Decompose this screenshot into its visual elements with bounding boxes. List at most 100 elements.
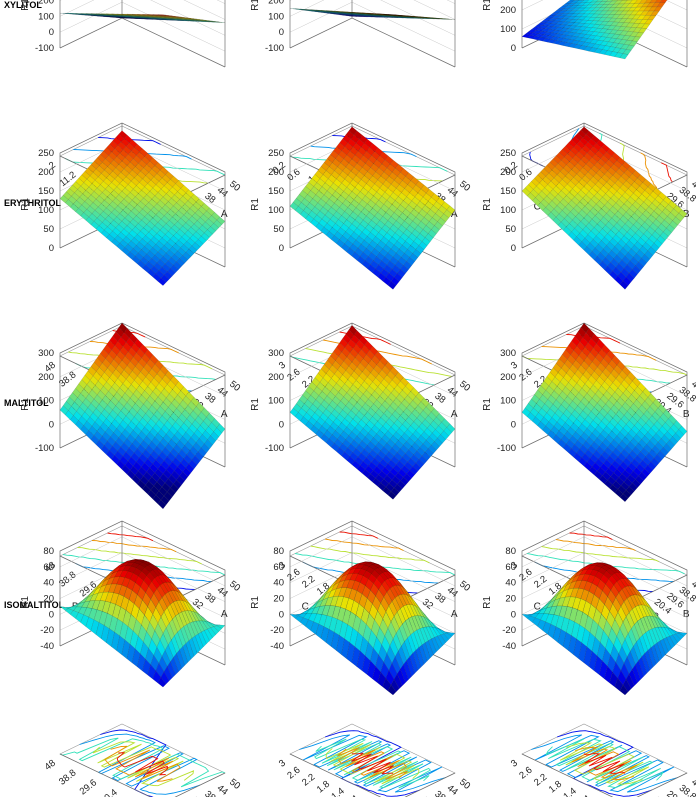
z-tick-label: 100	[500, 205, 516, 216]
z-axis-label: R1	[20, 0, 31, 11]
x-tick-label: 1.4	[562, 786, 579, 797]
z-tick-label: 200	[38, 167, 54, 178]
response-surface	[521, 126, 688, 290]
z-tick-label: 80	[505, 546, 516, 557]
z-tick-label: 150	[500, 186, 516, 197]
y-axis-label: A	[221, 409, 228, 420]
z-tick-label: 0	[511, 243, 516, 254]
contour-line	[556, 539, 636, 551]
x-tick-label: 20.4	[98, 787, 119, 797]
contour-line	[77, 547, 202, 565]
contour-line	[299, 734, 446, 793]
y-axis-label: A	[451, 409, 458, 420]
z-axis-label: R1	[482, 398, 493, 411]
contour-line	[545, 738, 664, 789]
response-surface	[289, 561, 456, 696]
z-tick-label: -40	[270, 641, 284, 652]
z-tick-label: -100	[497, 443, 516, 454]
row-title: ISOMALTITOL	[4, 600, 65, 610]
z-axis-label: R1	[250, 596, 261, 609]
z-axis-label: R1	[250, 398, 261, 411]
y-tick-label: 44	[215, 783, 230, 797]
response-surface	[289, 325, 456, 500]
surface-panel-12: -40-2002040608032.62.21.81.410.60.2211.2…	[482, 520, 696, 797]
z-tick-label: 20	[273, 594, 284, 605]
response-surface	[521, 322, 688, 503]
z-axis-label: R1	[250, 198, 261, 211]
z-tick-label: 0	[279, 609, 284, 620]
y-tick-label: 32	[420, 795, 435, 797]
y-tick-label: 32	[190, 795, 205, 797]
z-tick-label: 100	[38, 205, 54, 216]
x-tick-label: 2	[47, 160, 58, 172]
z-tick-label: -100	[265, 443, 284, 454]
z-tick-label: 250	[268, 148, 284, 159]
contour-line	[339, 531, 379, 539]
z-tick-label: 50	[505, 224, 516, 235]
surface-panel-5: 05010015020025032.62.21.81.410.60.220263…	[250, 122, 472, 426]
contour-line	[583, 753, 626, 774]
row-title: XYLITOL	[4, 0, 42, 10]
z-tick-label: 0	[511, 609, 516, 620]
z-tick-label: 200	[500, 372, 516, 383]
z-tick-label: -20	[502, 625, 516, 636]
z-tick-label: 300	[500, 348, 516, 359]
y-axis-label: B	[683, 409, 690, 420]
z-tick-label: 200	[268, 372, 284, 383]
z-tick-label: 100	[268, 396, 284, 407]
z-tick-label: 60	[43, 562, 54, 573]
y-tick-label: 38	[432, 789, 447, 797]
y-tick-label: 48	[689, 777, 696, 792]
contour-line	[116, 752, 169, 776]
z-tick-label: 0	[279, 243, 284, 254]
z-tick-label: 300	[268, 348, 284, 359]
z-tick-label: 200	[500, 5, 516, 16]
z-tick-label: 100	[38, 11, 54, 22]
contour-line	[107, 532, 154, 542]
z-tick-label: 150	[268, 186, 284, 197]
z-tick-label: -100	[35, 443, 54, 454]
contour-line	[541, 546, 659, 562]
y-axis-label: A	[221, 609, 228, 620]
z-tick-label: 0	[511, 43, 516, 54]
contour-line	[531, 734, 678, 793]
x-tick-label: 1	[350, 793, 361, 797]
z-tick-label: 0	[49, 419, 54, 430]
y-axis-label: A	[451, 209, 458, 220]
z-axis-label: R1	[482, 198, 493, 211]
z-axis-label: R1	[20, 596, 31, 609]
contour-line	[325, 742, 420, 785]
z-axis-label: R1	[482, 596, 493, 609]
contour-line	[571, 747, 638, 780]
contour-line	[559, 742, 650, 785]
x-tick-label: 3	[509, 360, 520, 372]
contour-line	[79, 733, 201, 795]
x-tick-label: 38.8	[57, 767, 78, 787]
x-axis-label: C	[534, 202, 541, 213]
y-axis-label: B	[683, 609, 690, 620]
row-title: ERYTHRITOL	[4, 198, 62, 208]
z-tick-label: 20	[505, 594, 516, 605]
z-tick-label: 60	[505, 562, 516, 573]
contour-line	[661, 162, 673, 183]
z-tick-label: 200	[38, 0, 54, 7]
y-axis-label: A	[221, 209, 228, 220]
z-axis-label: R1	[482, 0, 493, 11]
z-tick-label: 100	[268, 205, 284, 216]
y-tick-label: 38	[202, 789, 217, 797]
x-tick-label: 3	[509, 758, 520, 770]
y-tick-label: 48	[689, 579, 696, 594]
z-tick-label: 0	[279, 27, 284, 38]
response-surface	[289, 8, 456, 20]
z-tick-label: 40	[43, 578, 54, 589]
z-tick-label: 80	[43, 546, 54, 557]
contour-line	[91, 540, 177, 553]
z-tick-label: 50	[43, 224, 54, 235]
z-tick-label: 100	[268, 11, 284, 22]
z-tick-label: 200	[268, 167, 284, 178]
z-tick-label: 20	[43, 594, 54, 605]
z-tick-label: 0	[49, 243, 54, 254]
z-tick-label: 0	[49, 609, 54, 620]
surface-panel-11: -40-2002040608032.62.21.81.410.60.220263…	[250, 520, 472, 797]
